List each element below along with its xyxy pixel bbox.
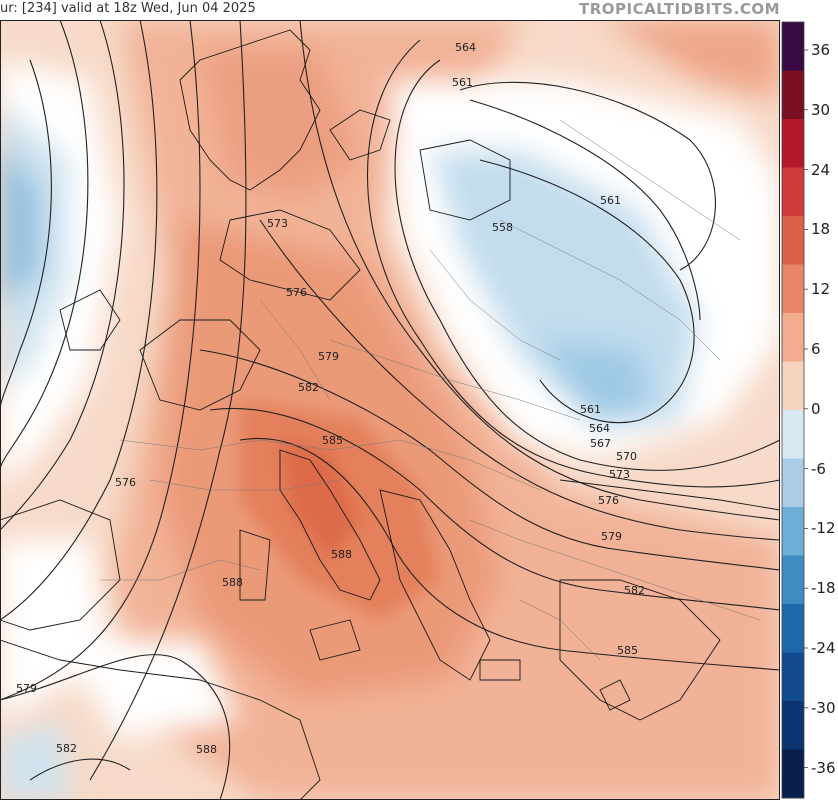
contour-label: 582 (624, 584, 645, 597)
contour-label: 576 (115, 476, 136, 489)
contour-label: 588 (196, 743, 217, 756)
colorbar-swatch (782, 507, 804, 556)
contour-label: 570 (616, 450, 637, 463)
colorbar-tick-label: -18 (811, 579, 836, 598)
colorbar-swatch (782, 119, 804, 168)
contour-label: 561 (452, 76, 473, 89)
colorbar-tick-label: 6 (811, 340, 821, 358)
contour-label: 561 (600, 194, 621, 207)
colorbar-swatch (782, 701, 804, 750)
colorbar-tick-label: -24 (811, 639, 836, 657)
contour-label: 579 (16, 682, 37, 695)
contour-label: 582 (56, 742, 77, 755)
colorbar-swatch (782, 604, 804, 653)
colorbar-swatch (782, 22, 804, 71)
colorbar-tick-label: 30 (811, 100, 831, 119)
height-contours (0, 20, 780, 800)
colorbar: 36 30 24 18 12 6 0 -6 -12 -18 -24 -30 -36 (781, 20, 838, 800)
contour-label: 573 (609, 468, 630, 481)
contour-label: 585 (617, 644, 638, 657)
contour-label: 585 (322, 434, 343, 447)
contour-label: 576 (598, 494, 619, 507)
colorbar-tick-label: -36 (811, 758, 836, 777)
cool-anomaly-shading (0, 60, 780, 800)
contour-label: 579 (601, 530, 622, 543)
contour-label: 564 (455, 41, 476, 54)
contour-label: 561 (580, 403, 601, 416)
colorbar-swatch (782, 167, 804, 217)
brand-label: TROPICALTIDBITS.COM (579, 0, 780, 18)
colorbar-tick-label: 24 (811, 160, 831, 179)
colorbar-swatch (782, 313, 804, 362)
colorbar-swatches (781, 21, 808, 799)
colorbar-swatch (782, 264, 804, 314)
valid-time-label: ur: [234] valid at 18z Wed, Jun 04 2025 (0, 1, 256, 16)
contour-label: 588 (222, 576, 243, 589)
contour-label: 582 (298, 381, 319, 394)
map-header: ur: [234] valid at 18z Wed, Jun 04 2025 … (0, 0, 838, 20)
contour-label: 579 (318, 350, 339, 363)
colorbar-tick-label: 36 (811, 41, 831, 59)
colorbar-swatch (782, 652, 804, 702)
colorbar-swatch (782, 361, 804, 411)
contour-labels: 564 561 561 558 573 576 579 582 585 576 … (16, 41, 645, 756)
contour-label: 567 (590, 437, 611, 450)
contour-label: 588 (331, 548, 352, 561)
coastlines (0, 29, 780, 800)
colorbar-tick-label: -6 (811, 459, 826, 478)
contour-label: 573 (267, 217, 288, 230)
contour-label: 558 (492, 221, 513, 234)
colorbar-tick-label: -12 (811, 519, 836, 538)
colorbar-swatch (782, 555, 804, 605)
colorbar-swatch (782, 458, 804, 508)
colorbar-swatch (782, 216, 804, 265)
colorbar-tick-label: 12 (811, 280, 831, 299)
colorbar-tick-label: 0 (811, 399, 821, 418)
strong-warm-core (240, 400, 440, 620)
contour-label: 576 (286, 286, 307, 299)
colorbar-swatch (782, 749, 804, 799)
colorbar-tick-label: 18 (811, 220, 831, 239)
anomaly-map: 564 561 561 558 573 576 579 582 585 576 … (0, 20, 780, 800)
colorbar-frame (781, 21, 805, 799)
contour-label: 564 (589, 422, 610, 435)
colorbar-tick-label: -30 (811, 698, 836, 717)
colorbar-swatch (782, 70, 804, 120)
political-borders (100, 119, 761, 661)
colorbar-swatch (782, 410, 804, 459)
